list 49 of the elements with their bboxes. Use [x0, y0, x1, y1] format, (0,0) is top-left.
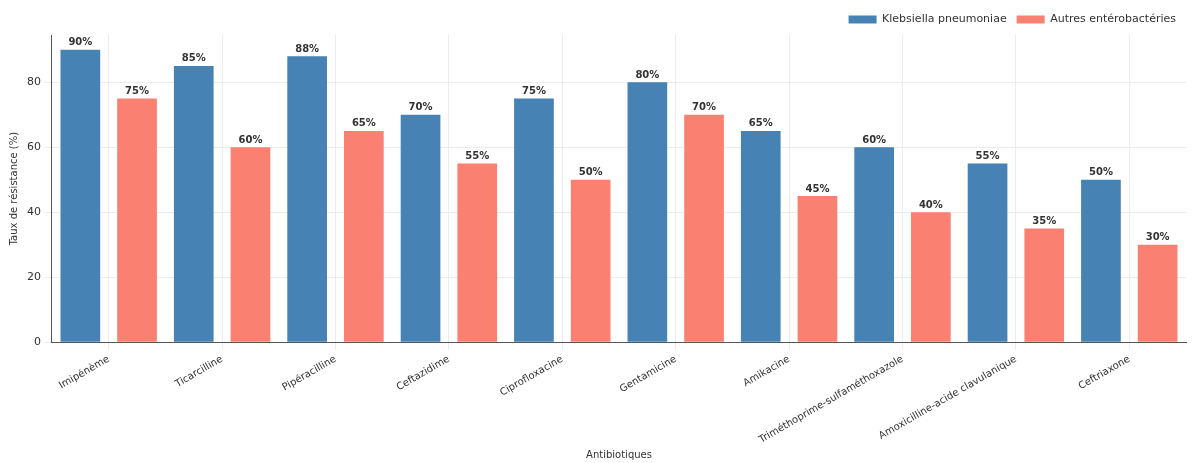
data-label: 75%: [125, 84, 150, 96]
bar: [60, 49, 101, 342]
bar: [230, 147, 271, 342]
bar: [344, 130, 384, 342]
data-label: 40%: [918, 198, 943, 210]
data-label: 65%: [748, 117, 773, 129]
y-tick-label: 60: [27, 140, 41, 154]
data-label: 90%: [68, 36, 93, 48]
data-label: 50%: [1088, 166, 1113, 178]
bar: [1024, 228, 1065, 342]
y-tick-label: 20: [27, 270, 41, 284]
data-label: 85%: [181, 52, 206, 64]
data-label: 70%: [692, 101, 717, 113]
data-label: 30%: [1145, 231, 1170, 243]
bar: [117, 98, 157, 342]
bar: [287, 56, 327, 342]
data-label: 55%: [465, 150, 490, 161]
bar: [627, 82, 668, 342]
data-label: 55%: [975, 150, 1000, 161]
bar: [911, 212, 951, 342]
y-tick-label: 0: [34, 335, 41, 349]
data-label: 80%: [635, 68, 660, 80]
bar: [967, 163, 1008, 342]
bar: [1137, 244, 1178, 342]
data-label: 65%: [351, 117, 376, 129]
legend-label: Klebsiella pneumoniae: [882, 12, 1007, 26]
bar: [797, 195, 838, 342]
bar: [1081, 179, 1121, 342]
bar: [514, 98, 554, 342]
bar: [457, 163, 498, 342]
data-label: 75%: [521, 84, 546, 96]
x-axis-title: Antibiotiques: [586, 448, 652, 460]
bar: [400, 114, 441, 342]
data-label: 35%: [1032, 215, 1057, 227]
data-label: 88%: [295, 42, 320, 54]
y-axis-title: Taux de résistance (%): [7, 131, 19, 247]
data-label: 70%: [408, 101, 433, 113]
bar: [173, 65, 214, 342]
y-tick-label: 40: [27, 205, 41, 219]
legend-label: Autres entérobactéries: [1050, 12, 1177, 26]
data-label: 60%: [862, 133, 887, 145]
y-tick-label: 80: [27, 75, 41, 88]
data-label: 50%: [578, 166, 603, 178]
bar: [854, 147, 894, 342]
data-label: 45%: [805, 182, 830, 194]
bar: [684, 114, 724, 342]
bar: [740, 130, 781, 342]
bar: [570, 179, 611, 342]
data-label: 60%: [238, 133, 263, 145]
